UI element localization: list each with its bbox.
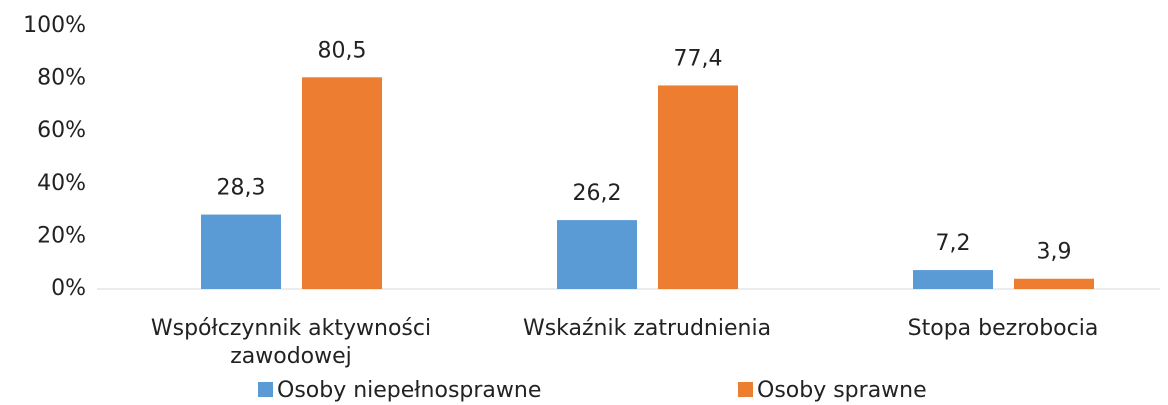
bar [1014,278,1094,289]
x-tick-label: Wskaźnik zatrudnienia [522,316,772,341]
data-label: 3,9 [1037,240,1072,265]
y-tick-label: 40% [37,171,86,196]
data-label: 80,5 [318,38,367,63]
legend-label: Osoby niepełnosprawne [277,378,541,403]
bar [557,220,637,289]
bar [201,214,281,289]
x-tick-label: Stopa bezrobocia [907,316,1099,341]
data-label: 26,2 [573,181,622,206]
data-label: 28,3 [217,176,266,201]
y-tick-label: 0% [51,276,86,301]
y-tick-label: 100% [23,13,86,38]
bar [913,270,993,289]
legend-label: Osoby sprawne [757,378,927,403]
bar [302,77,382,289]
data-label: 7,2 [936,231,971,256]
y-tick-label: 80% [37,66,86,91]
x-tick-label: Współczynnik aktywności zawodowej [150,316,432,369]
y-tick-label: 20% [37,223,86,248]
legend-swatch [258,382,273,397]
legend-swatch [738,382,753,397]
y-tick-label: 60% [37,118,86,143]
bar [658,85,738,289]
data-label: 77,4 [674,46,723,71]
